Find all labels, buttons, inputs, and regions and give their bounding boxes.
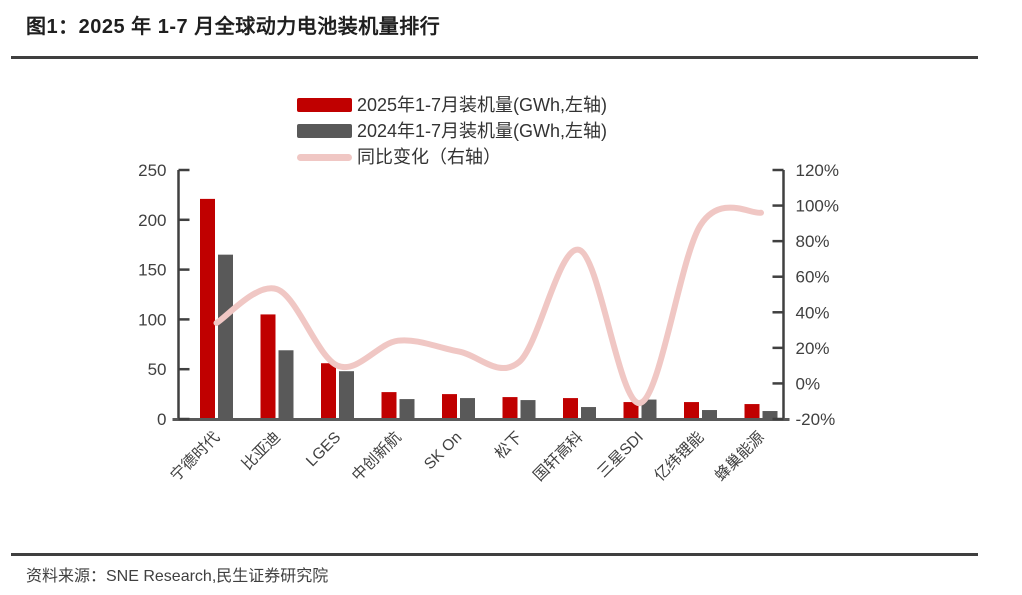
source-note: 资料来源：SNE Research,民生证券研究院	[26, 568, 329, 585]
category-label-SK On: SK On	[421, 429, 465, 473]
legend-item-growth: 同比变化（右轴）	[297, 144, 607, 170]
legend-item-2025: 2025年1-7月装机量(GWh,左轴)	[297, 92, 607, 118]
growth-trend-line	[213, 204, 764, 406]
bar-2024-宁德时代	[218, 254, 233, 419]
bar-2025-宁德时代	[200, 198, 215, 419]
right-axis-tick-label: 20%	[796, 339, 830, 358]
bar-2025-松下	[502, 397, 518, 419]
header-divider	[11, 56, 978, 59]
left-axis-tick-label: 100	[138, 310, 166, 329]
right-axis-tick-label: 100%	[796, 197, 839, 216]
category-label-中创新航: 中创新航	[348, 428, 405, 485]
bar-2025-国轩高科	[563, 398, 578, 419]
bar-2025-SK On	[442, 394, 457, 419]
bar-2025-比亚迪	[260, 314, 276, 419]
bar-2024-蜂巢能源	[762, 411, 778, 419]
bar-2024-中创新航	[399, 399, 415, 419]
category-label-三星SDI: 三星SDI	[595, 429, 647, 481]
legend-label-growth: 同比变化（右轴）	[357, 147, 501, 167]
category-label-亿纬锂能: 亿纬锂能	[651, 428, 708, 485]
right-axis-tick-label: 0%	[796, 374, 821, 393]
bar-2025-蜂巢能源	[744, 404, 760, 419]
chart-legend: 2025年1-7月装机量(GWh,左轴) 2024年1-7月装机量(GWh,左轴…	[297, 92, 607, 170]
bar-2024-国轩高科	[581, 407, 596, 419]
figure-title: 图1：2025 年 1-7 月全球动力电池装机量排行	[26, 16, 441, 38]
left-axis-tick-label: 50	[148, 360, 167, 379]
category-label-比亚迪: 比亚迪	[238, 428, 284, 474]
bar-2024-三星SDI	[641, 399, 657, 419]
bar-2024-SK On	[460, 398, 475, 419]
left-axis-tick-label: 250	[138, 161, 166, 180]
category-label-国轩高科: 国轩高科	[530, 428, 587, 485]
right-axis-tick-label: 80%	[796, 232, 830, 251]
right-axis-tick-label: -20%	[796, 410, 836, 429]
category-label-宁德时代: 宁德时代	[167, 428, 224, 485]
bar-2024-亿纬锂能	[702, 410, 717, 419]
bar-2025-三星SDI	[623, 402, 639, 419]
legend-label-2024: 2024年1-7月装机量(GWh,左轴)	[357, 121, 608, 141]
bar-2025-中创新航	[381, 392, 397, 419]
left-axis-tick-label: 0	[157, 410, 166, 429]
bar-2025-LGES	[321, 363, 336, 419]
legend-label-2025: 2025年1-7月装机量(GWh,左轴)	[357, 95, 608, 115]
bar-2025-亿纬锂能	[684, 402, 699, 419]
bar-2024-比亚迪	[278, 350, 294, 419]
bar-2024-松下	[520, 400, 536, 419]
legend-swatch-growth-line	[297, 153, 352, 161]
bar-2024-LGES	[339, 371, 354, 419]
legend-item-2024: 2024年1-7月装机量(GWh,左轴)	[297, 118, 607, 144]
legend-swatch-2024	[297, 124, 352, 138]
right-axis-tick-label: 120%	[796, 161, 839, 180]
footer-divider	[11, 553, 978, 556]
category-label-松下: 松下	[491, 428, 526, 463]
left-axis-tick-label: 200	[138, 211, 166, 230]
left-axis-tick-label: 150	[138, 261, 166, 280]
right-axis-tick-label: 40%	[796, 303, 830, 322]
legend-swatch-2025	[297, 98, 352, 112]
right-axis-tick-label: 60%	[796, 268, 830, 287]
category-label-LGES: LGES	[303, 429, 344, 470]
category-label-蜂巢能源: 蜂巢能源	[711, 428, 768, 485]
